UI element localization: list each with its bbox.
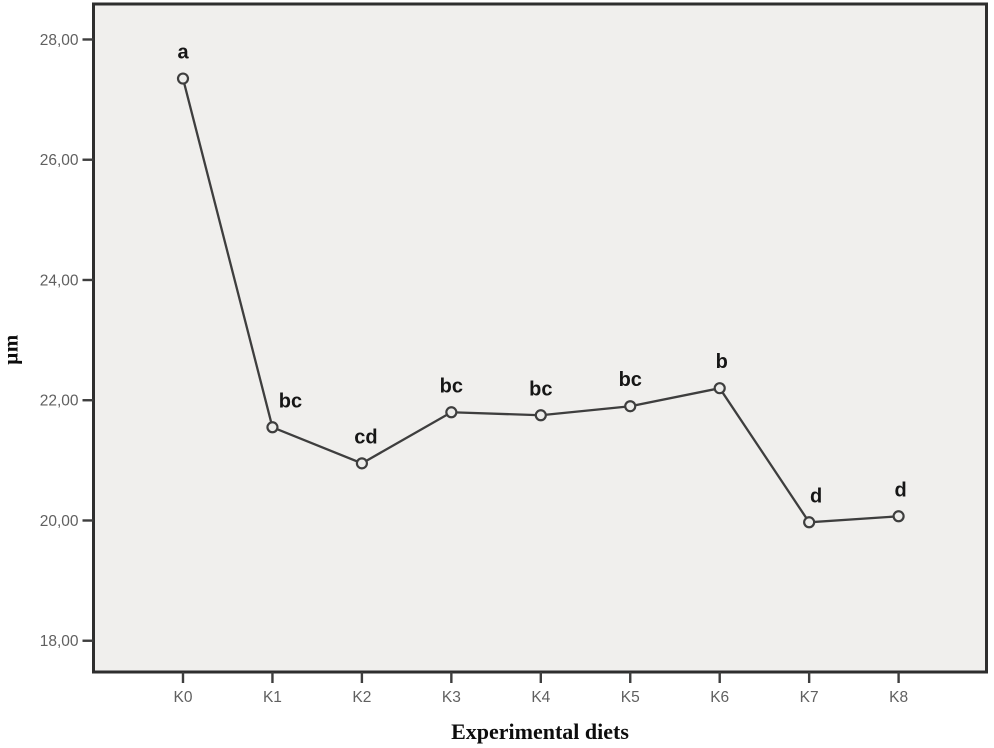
data-point-marker	[445, 406, 458, 419]
x-tick-label: K2	[352, 689, 371, 706]
point-significance-label: d	[894, 479, 906, 501]
point-significance-label: bc	[440, 375, 463, 397]
y-tick-label: 28,00	[40, 32, 79, 49]
x-axis-title: Experimental diets	[451, 719, 629, 744]
x-tick-label: K8	[889, 689, 908, 706]
x-tick-label: K5	[621, 689, 640, 706]
point-significance-label: cd	[354, 426, 377, 448]
x-tick-label: K0	[174, 689, 193, 706]
point-significance-label: bc	[529, 378, 552, 400]
y-tick-label: 26,00	[40, 152, 79, 169]
point-significance-label: a	[177, 42, 189, 64]
x-tick-label: K4	[531, 689, 550, 706]
data-point-marker	[713, 382, 726, 395]
y-tick-label: 22,00	[40, 393, 79, 410]
point-significance-label: d	[810, 485, 822, 507]
data-point-marker	[176, 72, 190, 85]
data-point-marker	[892, 510, 905, 523]
x-tick-label: K1	[263, 689, 282, 706]
y-tick-label: 20,00	[40, 513, 79, 530]
point-significance-label: bc	[279, 390, 302, 412]
data-point-marker	[534, 409, 547, 422]
x-tick-label: K3	[442, 689, 461, 706]
y-axis-title: μm	[0, 334, 23, 365]
y-tick-label: 18,00	[40, 633, 79, 650]
point-significance-label: b	[716, 351, 728, 373]
point-significance-label: bc	[619, 369, 642, 391]
data-point-marker	[624, 400, 637, 413]
data-point-marker	[803, 516, 816, 529]
y-tick-label: 24,00	[40, 272, 79, 289]
x-tick-label: K7	[800, 689, 819, 706]
x-tick-label: K6	[710, 689, 729, 706]
data-point-marker	[355, 457, 368, 470]
data-point-marker	[266, 421, 279, 434]
plot-area	[92, 2, 988, 674]
